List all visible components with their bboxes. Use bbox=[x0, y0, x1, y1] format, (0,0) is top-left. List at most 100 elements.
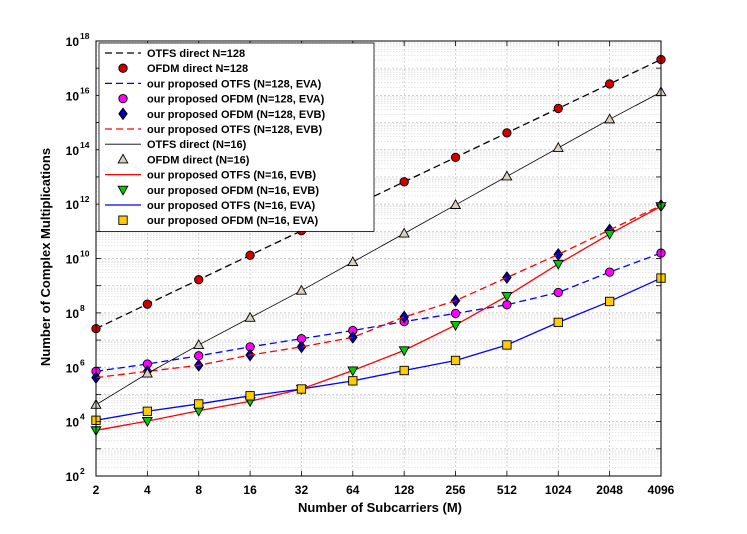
data-point bbox=[142, 406, 153, 416]
data-point bbox=[450, 308, 461, 319]
x-tick-label: 16 bbox=[243, 483, 257, 497]
legend-entry: our proposed OTFS (N=128, EVB) bbox=[105, 124, 322, 136]
data-point bbox=[194, 351, 204, 361]
y-tick-exponent: 12 bbox=[80, 194, 90, 204]
legend-label: OFDM direct (N=16) bbox=[147, 154, 250, 166]
y-tick-label: 10 bbox=[66, 416, 80, 430]
series bbox=[95, 252, 662, 372]
data-point bbox=[118, 93, 128, 104]
data-point bbox=[399, 365, 409, 376]
data-point bbox=[502, 340, 512, 350]
series bbox=[95, 91, 662, 406]
data-point bbox=[193, 338, 205, 349]
data-point bbox=[117, 185, 129, 196]
data-point bbox=[194, 399, 204, 409]
legend-label: our proposed OFDM (N=16, EVB) bbox=[147, 185, 319, 197]
y-tick-label: 10 bbox=[66, 35, 80, 49]
data-point bbox=[553, 103, 563, 114]
y-tick-label: 10 bbox=[66, 89, 80, 103]
x-tick-label: 512 bbox=[497, 483, 517, 497]
y-tick-label: 10 bbox=[66, 144, 80, 158]
legend-label: OTFS direct (N=16) bbox=[147, 139, 247, 151]
x-tick-label: 8 bbox=[195, 483, 202, 497]
y-tick-exponent: 14 bbox=[80, 140, 90, 150]
series-line bbox=[95, 277, 662, 421]
x-tick-label: 64 bbox=[346, 483, 360, 497]
series-line bbox=[95, 58, 662, 330]
data-point bbox=[141, 417, 153, 428]
legend-label: OFDM direct N=128 bbox=[147, 63, 248, 75]
legend-entry: our proposed OFDM (N=128, EVA) bbox=[118, 93, 325, 106]
data-point bbox=[118, 215, 128, 225]
data-point bbox=[604, 267, 615, 277]
data-point bbox=[296, 340, 307, 354]
legend-entry: OTFS direct (N=16) bbox=[105, 139, 247, 151]
legend-label: our proposed OTFS (N=128, EVB) bbox=[147, 124, 322, 136]
legend-label: our proposed OFDM (N=128, EVA) bbox=[147, 94, 325, 106]
legend-entry: our proposed OTFS (N=16, EVA) bbox=[105, 200, 316, 212]
legend-entry: our proposed OTFS (N=128, EVA) bbox=[105, 78, 322, 90]
x-tick-label: 2048 bbox=[596, 483, 623, 497]
y-tick-label: 10 bbox=[66, 307, 80, 321]
series-line bbox=[95, 205, 662, 431]
data-point bbox=[501, 291, 513, 302]
y-tick-label: 10 bbox=[66, 253, 80, 267]
data-point bbox=[553, 287, 563, 298]
legend-entry: our proposed OTFS (N=16, EVB) bbox=[105, 170, 316, 182]
y-tick-label: 10 bbox=[66, 198, 80, 212]
legend-label: our proposed OTFS (N=16, EVB) bbox=[147, 170, 316, 182]
data-point bbox=[142, 299, 153, 309]
series bbox=[95, 277, 662, 421]
y-tick-label: 10 bbox=[66, 361, 80, 375]
data-point bbox=[604, 79, 615, 89]
y-tick-exponent: 8 bbox=[80, 303, 85, 313]
series-line bbox=[95, 252, 662, 372]
data-point bbox=[141, 367, 153, 378]
data-point bbox=[450, 355, 461, 366]
data-point bbox=[296, 384, 307, 394]
y-tick-exponent: 2 bbox=[80, 466, 85, 476]
data-point bbox=[450, 152, 461, 163]
legend-label: our proposed OTFS (N=128, EVA) bbox=[147, 78, 322, 90]
data-point bbox=[501, 170, 513, 181]
series bbox=[95, 204, 662, 379]
x-tick-label: 256 bbox=[446, 483, 466, 497]
data-point bbox=[604, 230, 616, 240]
x-tick-label: 4 bbox=[144, 483, 151, 497]
y-tick-exponent: 6 bbox=[80, 357, 85, 367]
data-point bbox=[552, 141, 564, 152]
data-point bbox=[348, 330, 358, 344]
y-tick-exponent: 4 bbox=[80, 412, 85, 422]
data-point bbox=[347, 366, 359, 377]
y-axis-label: Number of Complex Multiplications bbox=[38, 148, 53, 366]
legend-entry: OFDM direct (N=16) bbox=[117, 153, 250, 166]
data-point bbox=[449, 321, 462, 332]
data-point bbox=[117, 153, 129, 164]
data-point bbox=[245, 250, 255, 260]
series-line bbox=[95, 91, 662, 406]
x-tick-label: 1024 bbox=[545, 483, 572, 497]
data-point bbox=[348, 376, 358, 386]
legend-entry: our proposed OFDM (N=128, EVB) bbox=[118, 107, 325, 121]
data-point bbox=[118, 107, 128, 121]
data-point bbox=[552, 259, 564, 270]
data-point bbox=[399, 310, 409, 324]
y-tick-exponent: 18 bbox=[80, 31, 90, 41]
y-tick-label: 10 bbox=[66, 470, 80, 484]
data-point bbox=[604, 296, 615, 307]
series bbox=[95, 205, 662, 431]
legend-box bbox=[98, 42, 375, 232]
legend: OTFS direct N=128 OFDM direct N=128 our pr… bbox=[98, 42, 375, 232]
data-point bbox=[118, 63, 128, 73]
legend-label: our proposed OFDM (N=128, EVB) bbox=[147, 109, 325, 121]
x-tick-label: 2 bbox=[93, 483, 100, 497]
data-point bbox=[244, 311, 256, 322]
y-tick-exponent: 10 bbox=[80, 249, 90, 259]
data-point bbox=[399, 177, 409, 187]
legend-entry: OTFS direct N=128 bbox=[105, 48, 245, 60]
legend-entry: OFDM direct N=128 bbox=[118, 63, 248, 75]
tick-marks bbox=[95, 40, 662, 477]
x-tick-label: 128 bbox=[394, 483, 414, 497]
